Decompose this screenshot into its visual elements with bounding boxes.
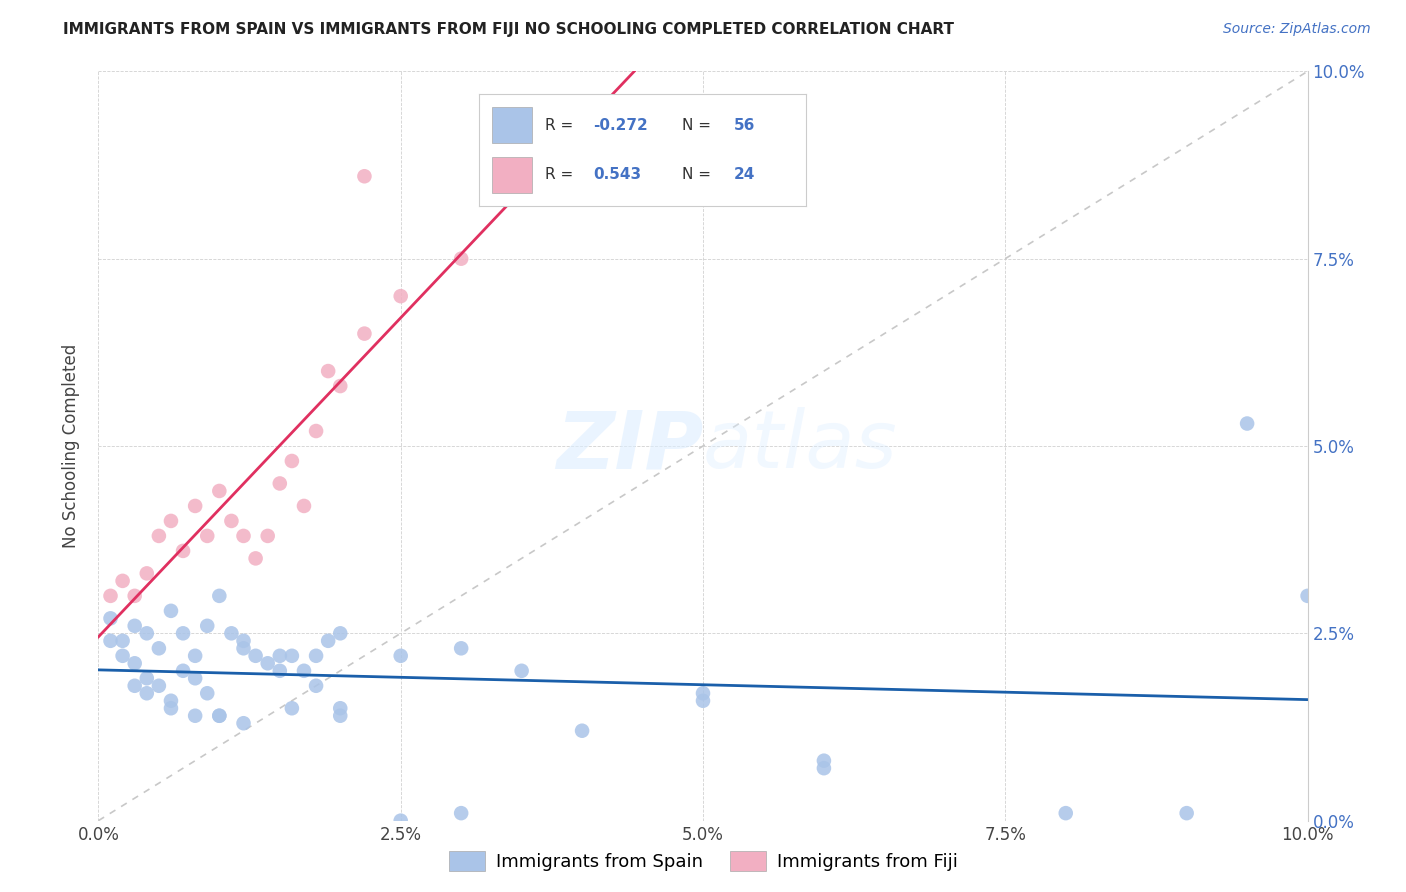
Point bbox=[111, 648, 134, 663]
Point bbox=[316, 633, 339, 648]
Point bbox=[160, 514, 183, 528]
Point bbox=[111, 633, 134, 648]
Point bbox=[184, 708, 207, 723]
Point bbox=[813, 754, 835, 768]
Point bbox=[1236, 417, 1258, 431]
Point bbox=[269, 476, 291, 491]
Point bbox=[172, 626, 194, 640]
Point bbox=[232, 716, 254, 731]
Point bbox=[1296, 589, 1319, 603]
Point bbox=[124, 657, 146, 671]
Point bbox=[305, 679, 328, 693]
Point bbox=[329, 626, 352, 640]
Point bbox=[813, 761, 835, 775]
Point bbox=[184, 499, 207, 513]
Point bbox=[232, 529, 254, 543]
Point bbox=[256, 657, 278, 671]
Point bbox=[172, 664, 194, 678]
Point bbox=[160, 694, 183, 708]
Point bbox=[450, 806, 472, 821]
Point bbox=[329, 701, 352, 715]
Point bbox=[329, 708, 352, 723]
Point bbox=[353, 169, 375, 184]
Point bbox=[160, 604, 183, 618]
Point bbox=[124, 679, 146, 693]
Point bbox=[195, 529, 218, 543]
Point bbox=[184, 671, 207, 685]
Point bbox=[269, 664, 291, 678]
Point bbox=[232, 633, 254, 648]
Point bbox=[1054, 806, 1077, 821]
Point bbox=[195, 686, 218, 700]
Point bbox=[571, 723, 593, 738]
Legend: Immigrants from Spain, Immigrants from Fiji: Immigrants from Spain, Immigrants from F… bbox=[441, 844, 965, 879]
Point bbox=[281, 648, 304, 663]
Point bbox=[100, 633, 122, 648]
Point bbox=[135, 626, 157, 640]
Point bbox=[281, 701, 304, 715]
Point bbox=[305, 424, 328, 438]
Point bbox=[221, 626, 243, 640]
Point bbox=[184, 648, 207, 663]
Text: atlas: atlas bbox=[703, 407, 898, 485]
Point bbox=[135, 671, 157, 685]
Point bbox=[232, 641, 254, 656]
Point bbox=[135, 566, 157, 581]
Point bbox=[160, 701, 183, 715]
Point bbox=[111, 574, 134, 588]
Point bbox=[692, 694, 714, 708]
Point bbox=[148, 641, 170, 656]
Point bbox=[208, 589, 231, 603]
Point bbox=[195, 619, 218, 633]
Point bbox=[292, 664, 315, 678]
Point bbox=[208, 483, 231, 498]
Point bbox=[450, 252, 472, 266]
Point bbox=[281, 454, 304, 468]
Text: Source: ZipAtlas.com: Source: ZipAtlas.com bbox=[1223, 22, 1371, 37]
Point bbox=[208, 708, 231, 723]
Point bbox=[124, 619, 146, 633]
Text: IMMIGRANTS FROM SPAIN VS IMMIGRANTS FROM FIJI NO SCHOOLING COMPLETED CORRELATION: IMMIGRANTS FROM SPAIN VS IMMIGRANTS FROM… bbox=[63, 22, 955, 37]
Point bbox=[100, 611, 122, 625]
Y-axis label: No Schooling Completed: No Schooling Completed bbox=[62, 344, 80, 548]
Point bbox=[135, 686, 157, 700]
Point bbox=[172, 544, 194, 558]
Point bbox=[389, 648, 412, 663]
Text: ZIP: ZIP bbox=[555, 407, 703, 485]
Point bbox=[316, 364, 339, 378]
Point bbox=[100, 589, 122, 603]
Point bbox=[329, 379, 352, 393]
Point bbox=[245, 551, 267, 566]
Point bbox=[450, 641, 472, 656]
Point bbox=[221, 514, 243, 528]
Point bbox=[148, 529, 170, 543]
Point bbox=[389, 814, 412, 828]
Point bbox=[305, 648, 328, 663]
Point bbox=[124, 589, 146, 603]
Point bbox=[256, 529, 278, 543]
Point bbox=[1175, 806, 1198, 821]
Point bbox=[389, 289, 412, 303]
Point bbox=[269, 648, 291, 663]
Point bbox=[148, 679, 170, 693]
Point bbox=[292, 499, 315, 513]
Point bbox=[353, 326, 375, 341]
Point bbox=[510, 664, 533, 678]
Point bbox=[692, 686, 714, 700]
Point bbox=[208, 708, 231, 723]
Point bbox=[245, 648, 267, 663]
